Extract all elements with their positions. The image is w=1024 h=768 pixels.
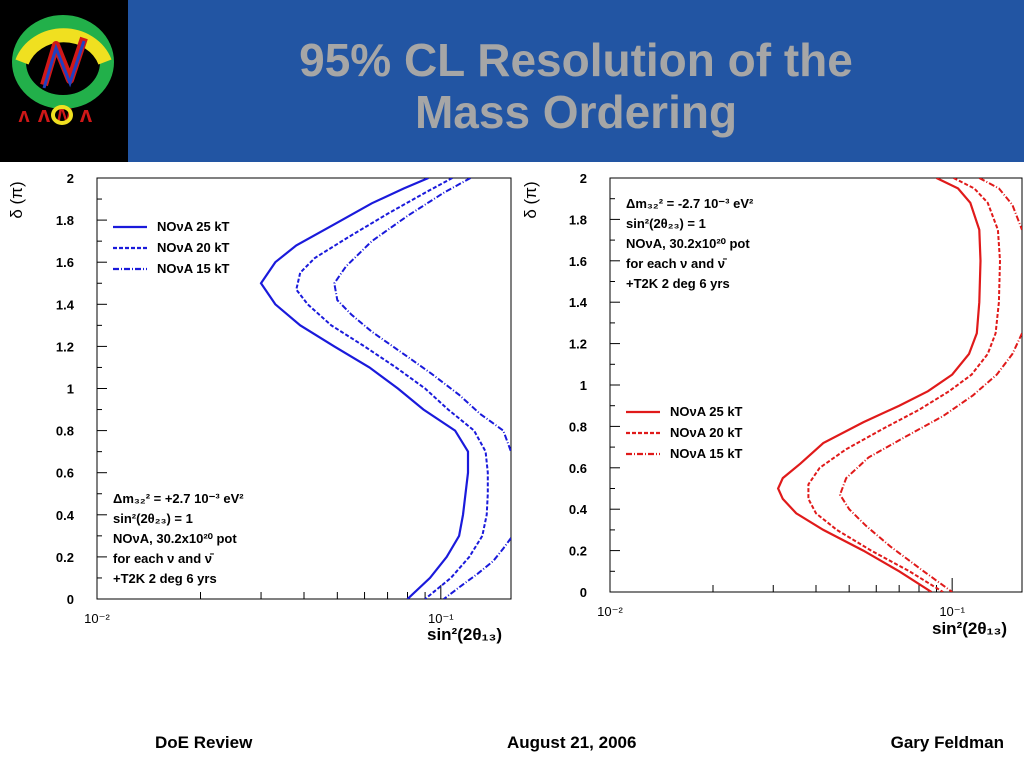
annotation-line: sin²(2θ₂₃) = 1 xyxy=(626,216,706,231)
footer-center: August 21, 2006 xyxy=(507,733,637,752)
x-tick-label: 10⁻² xyxy=(84,611,110,626)
x-axis-title: sin²(2θ₁₃) xyxy=(427,625,502,644)
series-line xyxy=(776,178,982,592)
footer-right: Gary Feldman xyxy=(890,733,1004,752)
legend-label: NOνA 15 kT xyxy=(157,261,230,276)
annotation-line: +T2K 2 deg 6 yrs xyxy=(626,276,730,291)
y-tick-label: 0.2 xyxy=(56,550,74,565)
y-tick-label: 0 xyxy=(580,585,587,600)
y-tick-label: 1.8 xyxy=(56,213,74,228)
slide-title: 95% CL Resolution of the Mass Ordering xyxy=(128,34,1024,138)
slide-header: N ʌ ʌ ʌ 95% CL Resolution of the Mass Or… xyxy=(0,0,1024,162)
y-tick-label: 1 xyxy=(67,382,74,397)
y-axis-title: δ (π) xyxy=(521,181,540,218)
svg-text:ʌ: ʌ xyxy=(38,102,51,127)
y-tick-label: 1.6 xyxy=(56,255,74,270)
y-tick-label: 2 xyxy=(67,171,74,186)
x-axis-title: sin²(2θ₁₃) xyxy=(932,619,1007,638)
chart-inverted-ordering: 0 0.2 0.4 0.6 0.8 1 1.2 1.4 1.6 1.8 2 10⁻² 10⁻¹ δ (π)… xyxy=(521,171,1023,638)
y-axis-title: δ (π) xyxy=(7,181,26,218)
annotation-line: for each ν and ν̄ xyxy=(113,551,214,566)
annotation-line: Δm₃₂² = +2.7 10⁻³ eV² xyxy=(113,491,244,506)
y-tick-label: 1.4 xyxy=(56,297,75,312)
svg-text:ʌ: ʌ xyxy=(18,105,30,127)
plot-frame xyxy=(609,177,1023,593)
footer-left: DoE Review xyxy=(155,733,253,752)
legend-label: NOνA 25 kT xyxy=(157,219,230,234)
series-line xyxy=(807,178,1002,592)
annotation-line: NOνA, 30.2x10²⁰ pot xyxy=(626,236,750,251)
annotation-line: NOνA, 30.2x10²⁰ pot xyxy=(113,531,237,546)
title-line-1: 95% CL Resolution of the xyxy=(299,34,853,86)
series-line xyxy=(443,537,511,599)
series-line xyxy=(838,332,1022,592)
x-tick-label: 10⁻¹ xyxy=(939,604,965,619)
annotation-line: sin²(2θ₂₃) = 1 xyxy=(113,511,193,526)
y-tick-label: 0.2 xyxy=(569,544,587,559)
y-tick-label: 1.6 xyxy=(569,254,587,269)
plot-frame xyxy=(96,177,512,600)
annotation-line: Δm₃₂² = -2.7 10⁻³ eV² xyxy=(626,196,754,211)
x-tick-label: 10⁻¹ xyxy=(428,611,454,626)
y-tick-label: 0.4 xyxy=(56,508,75,523)
series-line xyxy=(978,178,1022,231)
chart-normal-ordering: 0 0.2 0.4 0.6 0.8 1 1.2 1.4 1.6 1.8 2 10⁻² 10⁻¹ δ (π)… xyxy=(7,171,512,644)
series-line xyxy=(259,178,470,599)
legend-label: NOνA 20 kT xyxy=(157,240,230,255)
series-line xyxy=(295,178,489,599)
y-tick-label: 2 xyxy=(580,171,587,186)
y-tick-label: 0.6 xyxy=(569,461,587,476)
nova-logo: N ʌ ʌ ʌ xyxy=(0,0,128,162)
y-tick-label: 0.8 xyxy=(56,424,74,439)
legend-label: NOνA 15 kT xyxy=(670,446,743,461)
y-tick-label: 1.8 xyxy=(569,212,587,227)
x-tick-label: 10⁻² xyxy=(597,604,623,619)
y-tick-label: 1.2 xyxy=(569,337,587,352)
y-tick-label: 0.4 xyxy=(569,502,588,517)
legend-label: NOνA 25 kT xyxy=(670,404,743,419)
annotation-line: +T2K 2 deg 6 yrs xyxy=(113,571,217,586)
legend-label: NOνA 20 kT xyxy=(670,425,743,440)
title-line-2: Mass Ordering xyxy=(414,86,738,138)
svg-text:ʌ: ʌ xyxy=(80,102,93,127)
y-tick-label: 0.6 xyxy=(56,466,74,481)
annotation-line: for each ν and ν̄ xyxy=(626,256,727,271)
y-tick-label: 1 xyxy=(580,378,587,393)
y-tick-label: 0 xyxy=(67,592,74,607)
y-tick-label: 1.4 xyxy=(569,295,588,310)
y-tick-label: 0.8 xyxy=(569,419,587,434)
series-line xyxy=(333,178,511,452)
y-tick-label: 1.2 xyxy=(56,339,74,354)
